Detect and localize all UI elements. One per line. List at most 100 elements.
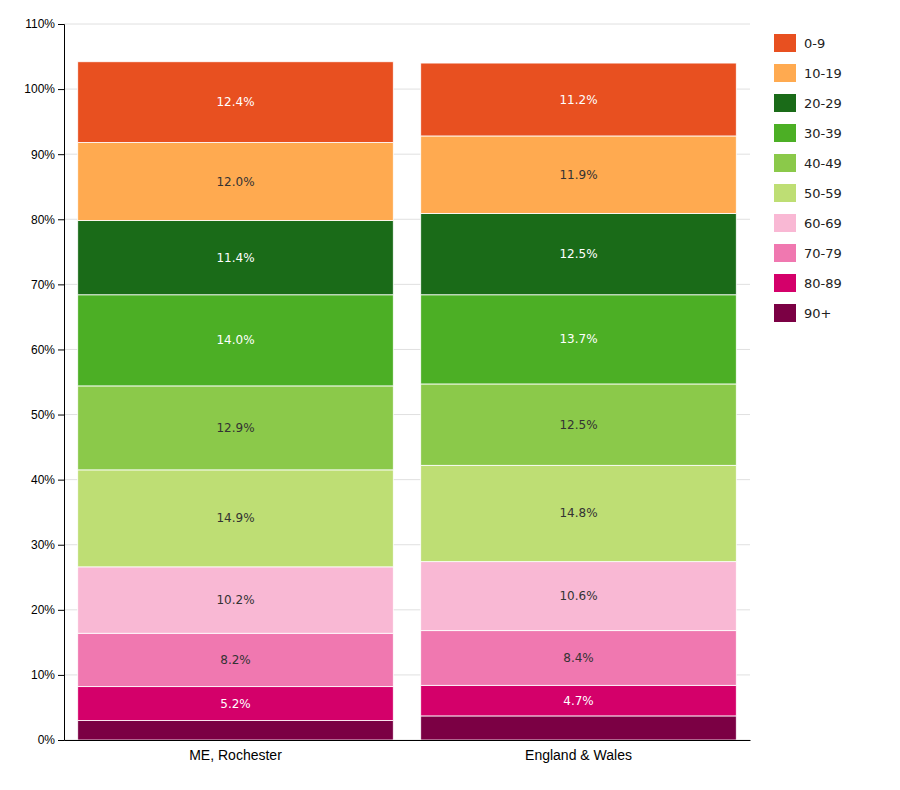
legend-label: 60-69 — [804, 216, 842, 231]
bar-segment — [78, 221, 394, 295]
legend-swatch — [774, 274, 796, 292]
series — [78, 465, 737, 567]
data-label: 12.0% — [216, 175, 254, 189]
bar-segment — [421, 384, 737, 465]
bar-segment — [78, 62, 394, 143]
bar-segment — [421, 63, 737, 136]
y-tick: 70% — [31, 278, 64, 292]
legend-item: 70-79 — [774, 244, 842, 262]
legend: 0-9 10-19 20-29 30-39 40-49 50-59 60-69 70-79 80… — [774, 34, 842, 322]
tick-mark — [58, 24, 64, 25]
legend-swatch — [774, 154, 796, 172]
data-label: 11.9% — [559, 168, 597, 182]
bar-segment — [78, 386, 394, 470]
tick-mark — [58, 740, 64, 741]
bar-segment — [421, 631, 737, 686]
legend-swatch — [774, 34, 796, 52]
x-tick: England & Wales — [525, 747, 632, 763]
legend-label: 40-49 — [804, 156, 842, 171]
data-label: 12.5% — [559, 418, 597, 432]
legend-label: 50-59 — [804, 186, 842, 201]
data-label: 12.9% — [216, 421, 254, 435]
series — [78, 384, 737, 470]
data-label: 14.0% — [216, 333, 254, 347]
data-label: 13.7% — [559, 332, 597, 346]
y-tick: 0% — [38, 733, 64, 747]
tick-label: 70% — [31, 278, 55, 292]
data-label: 14.8% — [559, 506, 597, 520]
legend-label: 10-19 — [804, 66, 842, 81]
data-label: 10.6% — [559, 589, 597, 603]
legend-item: 50-59 — [774, 184, 842, 202]
data-label: 10.2% — [216, 593, 254, 607]
data-labels: 5.2%4.7%8.2%8.4%10.2%10.6%14.9%14.8%12.9… — [216, 93, 597, 711]
tick-mark — [58, 545, 64, 546]
tick-label: 50% — [31, 408, 55, 422]
bar-segment — [421, 213, 737, 294]
tick-mark — [58, 154, 64, 155]
y-tick: 40% — [31, 473, 64, 487]
legend-swatch — [774, 124, 796, 142]
bars — [78, 62, 737, 740]
tick-label: 30% — [31, 538, 55, 552]
grid-line — [64, 24, 750, 25]
tick-mark — [58, 610, 64, 611]
bar-segment — [421, 136, 737, 213]
y-tick: 50% — [31, 408, 64, 422]
tick-label: 110% — [25, 17, 55, 31]
bar-segment — [421, 562, 737, 631]
tick-label: 40% — [31, 473, 55, 487]
data-label: 11.4% — [216, 251, 254, 265]
y-tick: 90% — [31, 148, 64, 162]
y-tick: 110% — [25, 17, 64, 31]
legend-label: 80-89 — [804, 276, 842, 291]
series — [78, 62, 737, 143]
legend-item: 0-9 — [774, 34, 825, 52]
legend-swatch — [774, 214, 796, 232]
tick-mark — [58, 219, 64, 220]
x-tick: ME, Rochester — [189, 747, 282, 763]
series — [78, 685, 737, 720]
data-label: 8.4% — [563, 651, 594, 665]
legend-label: 20-29 — [804, 96, 842, 111]
legend-swatch — [774, 94, 796, 112]
tick-label: 80% — [31, 213, 55, 227]
y-tick: 20% — [31, 603, 64, 617]
tick-label: 20% — [31, 603, 55, 617]
tick-label: 10% — [31, 668, 55, 682]
legend-swatch — [774, 64, 796, 82]
bar-segment — [421, 716, 737, 740]
legend-swatch — [774, 184, 796, 202]
y-tick: 80% — [31, 213, 64, 227]
data-label: 11.2% — [559, 93, 597, 107]
legend-item: 80-89 — [774, 274, 842, 292]
bar-segment — [78, 720, 394, 740]
tick-label: 100% — [24, 82, 55, 96]
data-label: 4.7% — [563, 694, 594, 708]
series — [78, 213, 737, 294]
tick-mark — [58, 480, 64, 481]
bar-segment — [421, 685, 737, 716]
legend-swatch — [774, 304, 796, 322]
bar-segment — [78, 687, 394, 721]
bar-segment — [78, 633, 394, 686]
legend-label: 30-39 — [804, 126, 842, 141]
y-tick: 30% — [31, 538, 64, 552]
data-label: 8.2% — [220, 653, 251, 667]
bar-segment — [421, 465, 737, 561]
y-tick: 10% — [31, 668, 64, 682]
bar-segment — [78, 295, 394, 386]
data-label: 14.9% — [216, 511, 254, 525]
data-label: 12.5% — [559, 247, 597, 261]
bar-segment — [78, 567, 394, 633]
legend-item: 10-19 — [774, 64, 842, 82]
grid — [64, 24, 750, 740]
tick-mark — [58, 284, 64, 285]
series — [78, 631, 737, 687]
y-axis: 0%10%20%30%40%50%60%70%80%90%100%110% — [24, 17, 64, 747]
axis-domain — [58, 25, 65, 741]
legend-item: 90+ — [774, 304, 831, 322]
legend-label: 90+ — [804, 306, 831, 321]
x-axis: ME, Rochester England & Wales — [65, 741, 751, 763]
tick-mark — [58, 349, 64, 350]
